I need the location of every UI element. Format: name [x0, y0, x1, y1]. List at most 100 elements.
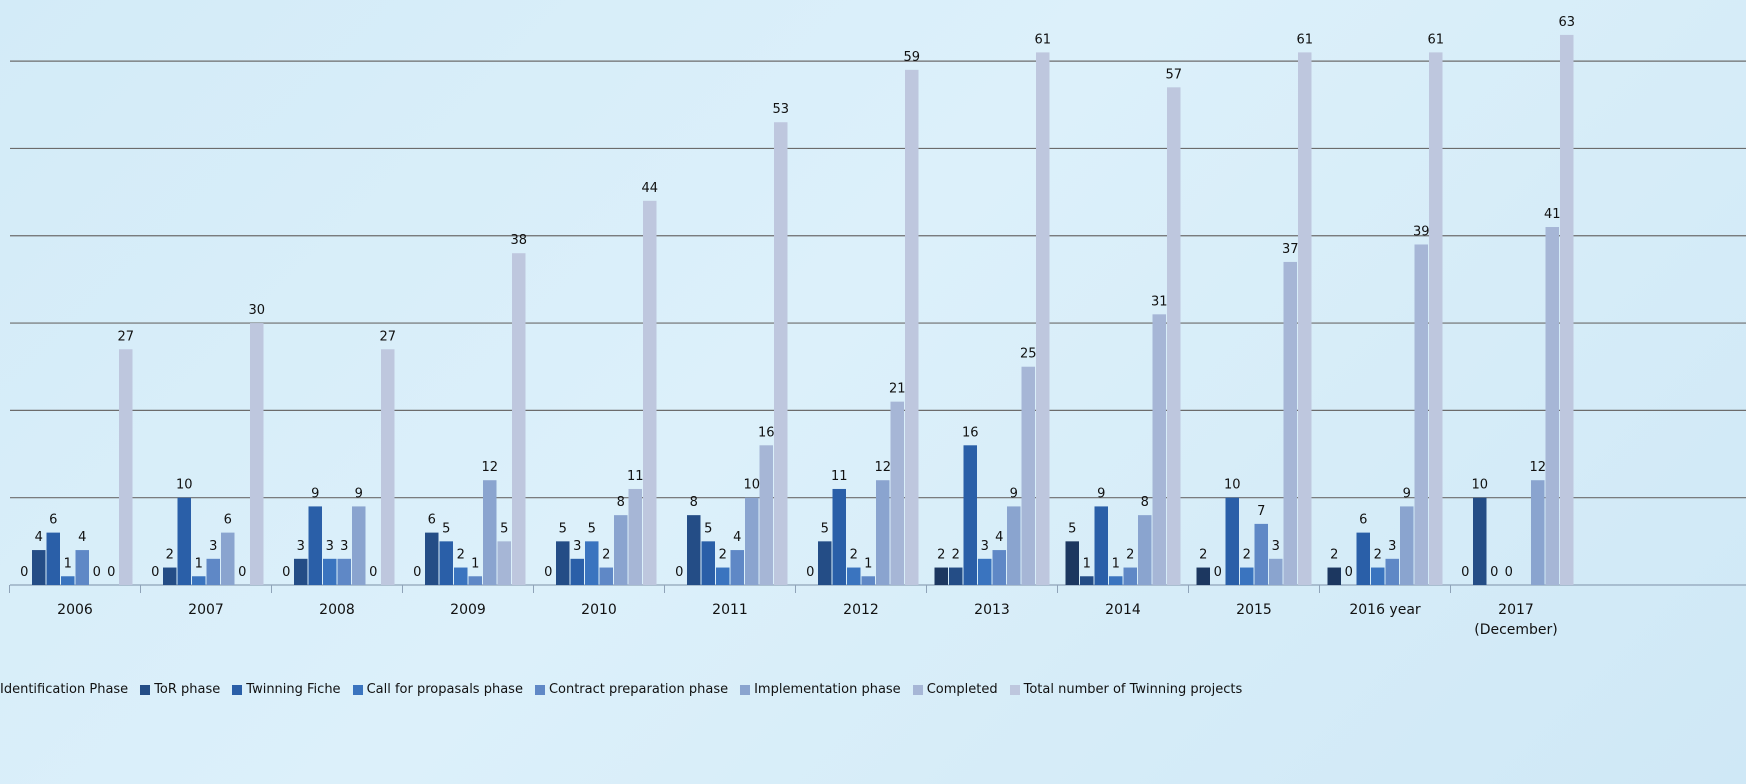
- bar: [308, 506, 322, 585]
- bar: [992, 550, 1006, 585]
- value-label: 2: [719, 548, 727, 563]
- x-tick-label: 2013: [974, 602, 1010, 618]
- x-tick-label: 2015: [1236, 602, 1272, 618]
- legend-swatch: [1009, 684, 1020, 695]
- value-label: 2: [457, 548, 465, 563]
- value-label: 4: [995, 530, 1003, 545]
- bar: [716, 567, 730, 585]
- bar: [61, 576, 75, 585]
- bar: [1269, 558, 1283, 585]
- legend-label: Contract preparation phase: [548, 682, 729, 697]
- legend-swatch: [140, 684, 151, 695]
- value-label: 6: [49, 513, 57, 528]
- value-label: 0: [544, 565, 552, 580]
- legend-item: Call for propasals phase: [352, 682, 523, 697]
- value-label: 10: [1224, 478, 1241, 493]
- bar: [1094, 506, 1108, 585]
- value-label: 4: [733, 530, 741, 545]
- bar: [1473, 497, 1487, 585]
- value-label: 8: [617, 495, 625, 510]
- value-label: 9: [1010, 486, 1018, 501]
- value-label: 31: [1151, 294, 1168, 309]
- bar: [599, 567, 613, 585]
- bar: [1400, 506, 1414, 585]
- bar: [978, 558, 992, 585]
- value-label: 5: [500, 521, 508, 536]
- bar: [1254, 523, 1268, 585]
- legend-label: Identification Phase: [0, 682, 129, 697]
- value-label: 12: [481, 460, 498, 475]
- bar: [1123, 567, 1137, 585]
- value-label: 59: [903, 50, 920, 65]
- value-label: 0: [282, 565, 290, 580]
- x-tick-label: 2012: [843, 602, 879, 618]
- bar: [818, 541, 832, 585]
- value-label: 16: [758, 425, 775, 440]
- bar: [46, 532, 60, 585]
- bar: [337, 558, 351, 585]
- value-label: 3: [326, 539, 334, 554]
- value-label: 6: [224, 513, 232, 528]
- bar: [439, 541, 453, 585]
- value-label: 8: [690, 495, 698, 510]
- value-label: 0: [20, 565, 28, 580]
- value-label: 2: [1243, 548, 1251, 563]
- x-tick-label: 2017 (December): [1474, 602, 1558, 638]
- bar: [1545, 227, 1559, 585]
- bar: [497, 541, 511, 585]
- bar: [323, 558, 337, 585]
- bar: [1080, 576, 1094, 585]
- bar: [1109, 576, 1123, 585]
- legend-item: ToR phase: [140, 682, 220, 697]
- bar: [1138, 515, 1152, 585]
- value-label: 61: [1034, 32, 1051, 47]
- bar: [730, 550, 744, 585]
- value-label: 3: [1388, 539, 1396, 554]
- value-label: 0: [369, 565, 377, 580]
- value-label: 4: [35, 530, 43, 545]
- value-label: 12: [1529, 460, 1546, 475]
- value-label: 11: [627, 469, 644, 484]
- legend-swatch: [912, 684, 923, 695]
- bar: [759, 445, 773, 585]
- value-label: 5: [1068, 521, 1076, 536]
- bar: [1560, 34, 1574, 586]
- bar: [701, 541, 715, 585]
- value-label: 0: [107, 565, 115, 580]
- bar: [352, 506, 366, 585]
- value-label: 57: [1165, 67, 1182, 82]
- value-label: 10: [176, 478, 193, 493]
- bar: [221, 532, 235, 585]
- value-label: 63: [1558, 15, 1575, 30]
- value-label: 6: [428, 513, 436, 528]
- value-label: 9: [311, 486, 319, 501]
- value-label: 0: [1345, 565, 1353, 580]
- x-tick-label: 2008: [319, 602, 355, 618]
- value-label: 2: [1199, 548, 1207, 563]
- value-label: 5: [559, 521, 567, 536]
- bar: [1036, 52, 1050, 585]
- bar: [483, 480, 497, 585]
- bar: [905, 69, 919, 585]
- bar: [890, 401, 904, 585]
- bar: [556, 541, 570, 585]
- value-label: 9: [1403, 486, 1411, 501]
- value-label: 2: [1126, 548, 1134, 563]
- bar: [1414, 244, 1428, 586]
- value-label: 10: [743, 478, 760, 493]
- value-label: 3: [573, 539, 581, 554]
- bar: [1327, 567, 1341, 585]
- bar: [861, 576, 875, 585]
- value-label: 1: [471, 556, 479, 571]
- bar: [1225, 497, 1239, 585]
- legend-item: Twinning Fiche: [232, 682, 341, 697]
- bar: [75, 550, 89, 585]
- value-label: 37: [1282, 242, 1299, 257]
- bar: [1021, 366, 1035, 585]
- value-label: 30: [248, 303, 265, 318]
- bar: [774, 122, 788, 586]
- bar: [1385, 558, 1399, 585]
- bar: [177, 497, 191, 585]
- bar: [1167, 87, 1181, 586]
